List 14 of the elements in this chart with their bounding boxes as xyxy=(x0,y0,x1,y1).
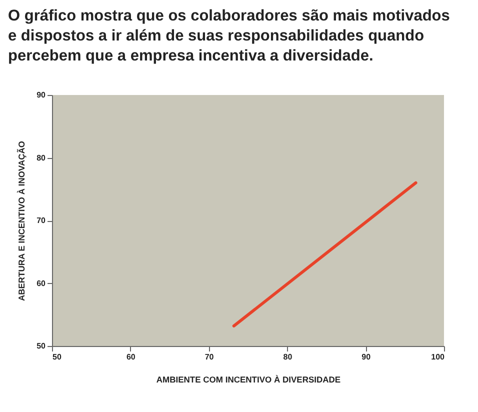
x-tick-label: 60 xyxy=(126,352,136,362)
x-axis-title: AMBIENTE COM INCENTIVO À DIVERSIDADE xyxy=(156,374,341,384)
y-tick-label: 80 xyxy=(36,153,46,162)
x-tick-label: 100 xyxy=(431,352,446,362)
y-tick-label: 50 xyxy=(36,342,46,350)
x-tick-label: 70 xyxy=(204,352,214,362)
chart-title: O gráfico mostra que os colaboradores são mais motivados e dispostos a ir além de suas responsabilidades quando percebem que a empresa incentiva a diversidade. xyxy=(8,8,450,64)
x-tick-label: 90 xyxy=(362,352,372,362)
y-tick-label: 90 xyxy=(36,90,46,100)
y-tick-label: 70 xyxy=(36,216,46,225)
x-tick-label: 50 xyxy=(52,352,62,362)
y-axis-title: ABERTURA E INCENTIVO À INOVAÇÃO xyxy=(16,140,27,302)
y-tick-label: 60 xyxy=(36,278,46,288)
x-tick-label: 80 xyxy=(283,352,293,362)
